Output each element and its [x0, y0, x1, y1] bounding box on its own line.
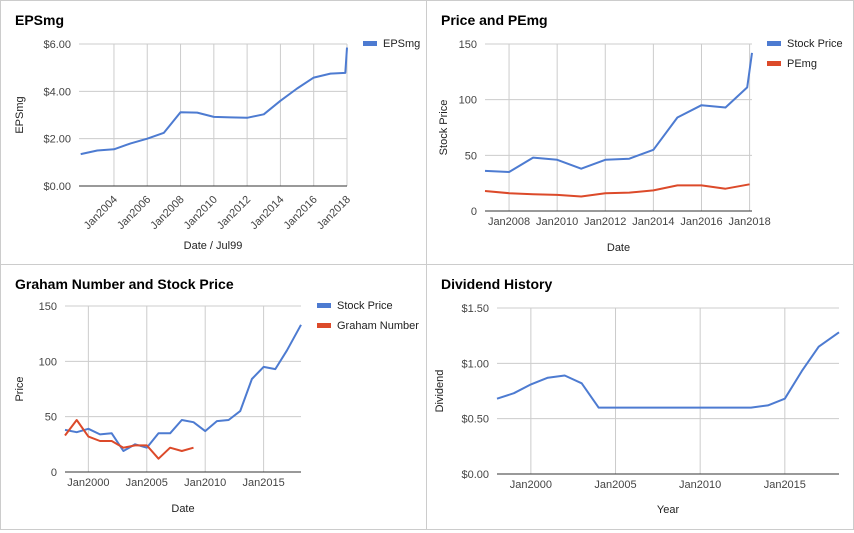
- legend-label: Stock Price: [787, 38, 843, 50]
- legend-label: PEmg: [787, 58, 817, 70]
- graham-chart: Graham Number and Stock Price 0 50 100 150 Ja…: [14, 276, 419, 515]
- series-line: [64, 419, 194, 460]
- x-tick-label: Jan2015: [764, 479, 806, 491]
- x-tick-label: Jan2000: [510, 479, 552, 491]
- price-pemg-chart-panel: Price and PEmg 0 50 100 150 Jan2008 Jan2010 Jan…: [426, 0, 854, 266]
- x-tick-label: Jan2010: [536, 216, 578, 228]
- price-pemg-chart: Price and PEmg 0 50 100 150 Jan2008 Jan2010 Jan…: [438, 12, 843, 254]
- y-axis-title: EPSmg: [14, 96, 26, 133]
- x-tick-label: Jan2005: [126, 477, 168, 489]
- x-tick-label: Jan2010: [679, 479, 721, 491]
- x-tick-label: Jan2016: [680, 216, 722, 228]
- x-tick-label: Jan2006: [115, 194, 153, 232]
- x-tick-label: Jan2018: [728, 216, 770, 228]
- x-axis-title: Year: [657, 504, 680, 516]
- x-axis-title: Date / Jul99: [184, 240, 243, 252]
- legend-label: Graham Number: [337, 320, 419, 332]
- chart-title: Dividend History: [441, 276, 552, 292]
- legend-label: EPSmg: [383, 38, 420, 50]
- series-line: [484, 52, 753, 173]
- x-axis-title: Date: [171, 503, 194, 515]
- y-tick-label: $1.50: [461, 303, 489, 315]
- x-tick-label: Jan2010: [184, 477, 226, 489]
- series-line: [80, 47, 348, 156]
- y-tick-label: 150: [459, 39, 477, 51]
- y-axis-title: Stock Price: [438, 100, 450, 156]
- legend-swatch: [317, 323, 331, 328]
- y-axis-title: Dividend: [434, 370, 446, 413]
- legend-label: Stock Price: [337, 300, 393, 312]
- dividend-chart: Dividend History $0.00 $0.50 $1.00 $1.50 Jan2…: [434, 276, 840, 516]
- y-tick-label: $0.50: [461, 414, 489, 426]
- x-tick-label: Jan2014: [632, 216, 674, 228]
- y-tick-label: $1.00: [461, 358, 489, 370]
- y-tick-label: $6.00: [43, 39, 71, 51]
- series-line: [64, 324, 302, 452]
- dividend-chart-panel: Dividend History $0.00 $0.50 $1.00 $1.50 Jan2…: [426, 264, 854, 530]
- series-line: [496, 331, 840, 409]
- x-tick-label: Jan2015: [243, 477, 285, 489]
- x-tick-label: Jan2018: [315, 194, 353, 232]
- y-tick-label: $4.00: [43, 86, 71, 98]
- x-tick-label: Jan2004: [82, 194, 120, 232]
- y-tick-label: 50: [465, 150, 477, 162]
- x-tick-label: Jan2014: [248, 194, 286, 232]
- legend-swatch: [363, 41, 377, 46]
- y-tick-label: 100: [39, 356, 57, 368]
- legend-swatch: [767, 61, 781, 66]
- x-tick-label: Jan2005: [594, 479, 636, 491]
- x-tick-label: Jan2016: [281, 194, 319, 232]
- chart-title: EPSmg: [15, 12, 64, 28]
- y-tick-label: 0: [471, 206, 477, 218]
- x-tick-label: Jan2010: [182, 194, 220, 232]
- y-axis-title: Price: [14, 376, 26, 401]
- x-tick-label: Jan2008: [488, 216, 530, 228]
- legend-swatch: [767, 41, 781, 46]
- x-tick-label: Jan2000: [67, 477, 109, 489]
- chart-title: Price and PEmg: [441, 12, 548, 28]
- y-tick-label: 0: [51, 467, 57, 479]
- chart-title: Graham Number and Stock Price: [15, 276, 234, 292]
- y-tick-label: 150: [39, 301, 57, 313]
- y-tick-label: 100: [459, 95, 477, 107]
- y-tick-label: 50: [45, 412, 57, 424]
- y-tick-label: $0.00: [461, 469, 489, 481]
- graham-chart-panel: Graham Number and Stock Price 0 50 100 150 Ja…: [0, 264, 428, 530]
- y-tick-label: $2.00: [43, 134, 71, 146]
- eps-chart-panel: EPSmg $0.00 $2.00 $4.00 $6.00 Jan2004 Jan2006 J…: [0, 0, 428, 266]
- x-tick-label: Jan2012: [215, 194, 253, 232]
- y-tick-label: $0.00: [43, 181, 71, 193]
- x-axis-title: Date: [607, 242, 630, 254]
- x-tick-label: Jan2008: [148, 194, 186, 232]
- series-line: [484, 183, 750, 198]
- legend-swatch: [317, 303, 331, 308]
- x-tick-label: Jan2012: [584, 216, 626, 228]
- eps-chart: EPSmg$0.00$2.00$4.00$6.00Jan2004Jan2006J…: [14, 12, 420, 252]
